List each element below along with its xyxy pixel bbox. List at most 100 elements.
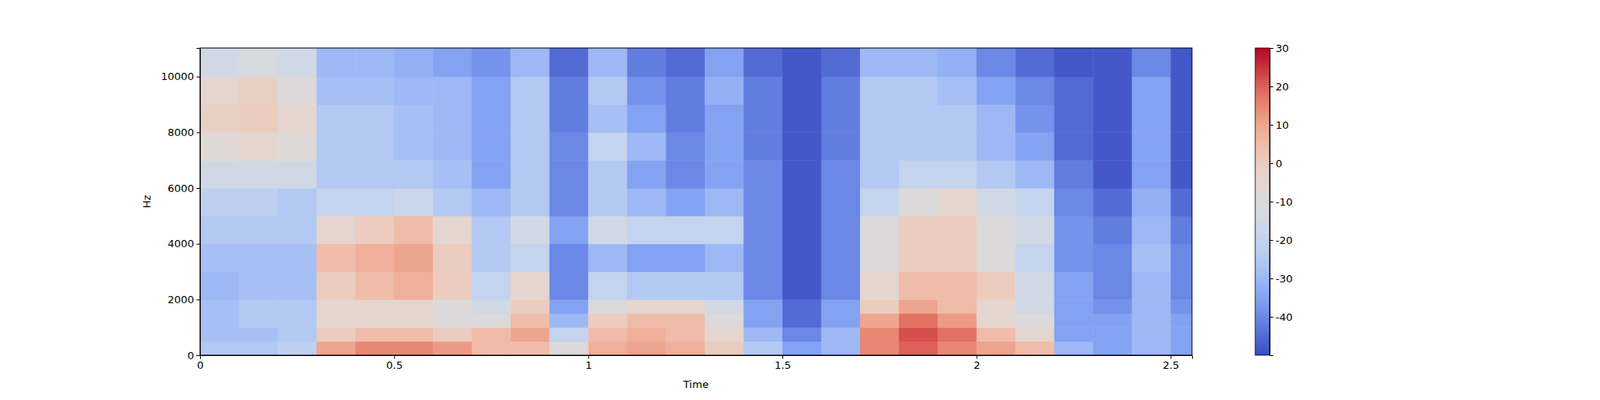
cell <box>704 341 744 356</box>
tick-label: -10 <box>1276 196 1293 208</box>
cell <box>665 299 705 314</box>
cell <box>899 76 939 105</box>
cell <box>472 299 512 314</box>
tick: -20 <box>1269 234 1293 247</box>
cell <box>937 272 977 300</box>
cell <box>782 104 822 133</box>
cell <box>627 132 667 160</box>
cell <box>782 160 822 188</box>
tick-label: 2000 <box>167 293 194 306</box>
cell <box>782 132 822 160</box>
cell <box>1054 313 1094 328</box>
tick-mark <box>1269 278 1274 280</box>
cell <box>355 104 395 133</box>
cell <box>899 244 939 272</box>
cell <box>937 299 977 314</box>
cell <box>394 188 434 216</box>
cell <box>239 160 279 188</box>
cell <box>1170 244 1192 272</box>
tick-mark <box>196 76 201 78</box>
cell <box>277 244 317 272</box>
cell <box>510 48 550 77</box>
cell <box>743 48 783 77</box>
cell <box>937 48 977 77</box>
cell <box>1092 313 1132 328</box>
cell <box>510 188 550 216</box>
tick: 0.5 <box>386 355 404 372</box>
tick: 1 <box>585 355 592 372</box>
cell <box>937 244 977 272</box>
cell <box>316 48 356 77</box>
tick: 10 <box>1269 119 1289 132</box>
cell <box>1015 188 1055 216</box>
cell <box>665 76 705 105</box>
cell <box>665 341 705 356</box>
cell <box>976 76 1016 105</box>
tick-mark <box>1269 86 1274 88</box>
cell <box>472 132 512 160</box>
tick-mark <box>196 299 201 300</box>
cell <box>200 48 240 77</box>
tick: 4000 <box>167 237 200 250</box>
cell <box>1132 132 1172 160</box>
cell <box>394 341 434 356</box>
cell <box>549 272 589 300</box>
cell <box>1132 76 1172 105</box>
cell <box>355 341 395 356</box>
cell <box>355 299 395 314</box>
cell <box>588 244 628 272</box>
cell <box>355 132 395 160</box>
tick-label: 30 <box>1276 42 1290 55</box>
cell <box>472 104 512 133</box>
cell <box>704 272 744 300</box>
cell <box>937 160 977 188</box>
tick-mark <box>1269 48 1274 49</box>
cell <box>394 76 434 105</box>
cell <box>782 76 822 105</box>
cell <box>277 160 317 188</box>
cell <box>200 216 240 244</box>
cell <box>239 132 279 160</box>
tick: 20 <box>1269 80 1289 93</box>
cell <box>394 272 434 300</box>
tick: 10000 <box>160 70 200 83</box>
cell <box>743 160 783 188</box>
cell <box>1092 272 1132 300</box>
cell <box>704 313 744 328</box>
cell <box>239 216 279 244</box>
cell <box>1170 341 1192 356</box>
cell <box>860 272 900 300</box>
cell <box>1015 341 1055 356</box>
cell <box>510 76 550 105</box>
tick-label: 0 <box>196 359 204 372</box>
cell <box>899 160 939 188</box>
cell <box>510 160 550 188</box>
cell <box>743 313 783 328</box>
cell <box>239 48 279 77</box>
cell <box>239 313 279 328</box>
cell <box>1092 341 1132 356</box>
cell <box>665 48 705 77</box>
cell <box>743 132 783 160</box>
cell <box>743 216 783 244</box>
tick-label: -40 <box>1276 311 1293 324</box>
tick-label: 20 <box>1276 80 1290 93</box>
cell <box>432 244 472 272</box>
cell <box>510 244 550 272</box>
cell <box>860 244 900 272</box>
cell <box>277 327 317 342</box>
cell <box>976 216 1016 244</box>
cell <box>821 132 861 160</box>
cell <box>976 272 1016 300</box>
cell <box>899 216 939 244</box>
cell <box>432 313 472 328</box>
cell <box>394 132 434 160</box>
cell <box>743 327 783 342</box>
cell <box>239 188 279 216</box>
cell <box>200 313 240 328</box>
cell <box>627 48 667 77</box>
cell <box>860 299 900 314</box>
cell <box>510 327 550 342</box>
cell <box>743 104 783 133</box>
cell <box>1132 313 1172 328</box>
